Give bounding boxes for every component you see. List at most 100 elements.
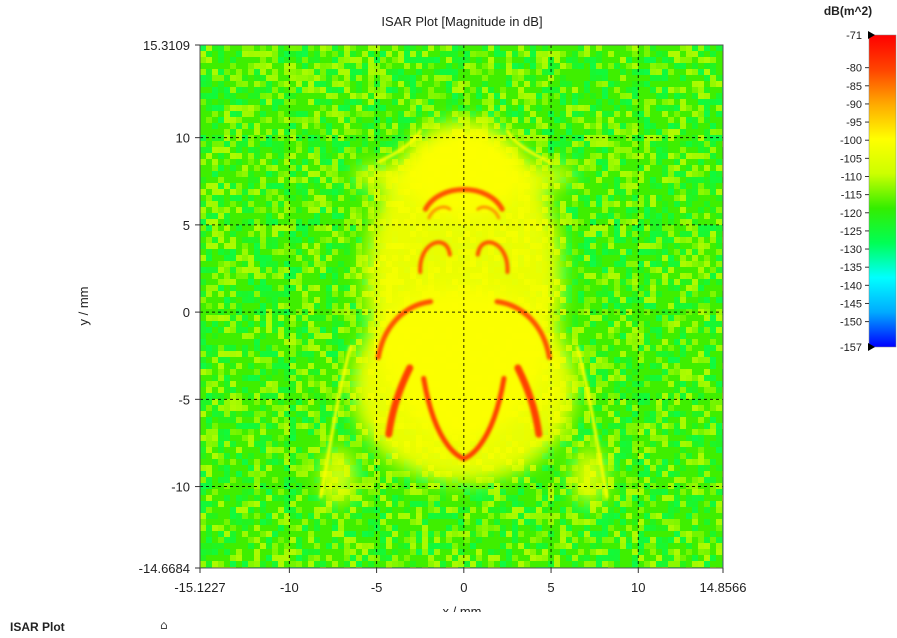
noise-cell bbox=[500, 87, 506, 93]
noise-cell bbox=[590, 111, 596, 117]
noise-cell bbox=[206, 99, 212, 105]
noise-cell bbox=[230, 93, 236, 99]
noise-cell bbox=[668, 441, 674, 447]
noise-cell bbox=[620, 363, 626, 369]
noise-cell bbox=[242, 123, 248, 129]
noise-cell bbox=[584, 501, 590, 507]
noise-cell bbox=[302, 177, 308, 183]
noise-cell bbox=[650, 75, 656, 81]
noise-cell bbox=[254, 471, 260, 477]
noise-cell bbox=[422, 45, 428, 51]
noise-cell bbox=[344, 555, 350, 561]
noise-cell bbox=[404, 81, 410, 87]
noise-cell bbox=[308, 549, 314, 555]
noise-cell bbox=[614, 459, 620, 465]
noise-cell bbox=[386, 525, 392, 531]
noise-cell bbox=[596, 357, 602, 363]
noise-cell bbox=[266, 141, 272, 147]
noise-cell bbox=[278, 183, 284, 189]
noise-cell bbox=[326, 177, 332, 183]
noise-cell bbox=[200, 213, 206, 219]
noise-cell bbox=[284, 333, 290, 339]
noise-cell bbox=[326, 45, 332, 51]
noise-cell bbox=[458, 549, 464, 555]
noise-cell bbox=[272, 231, 278, 237]
noise-cell bbox=[584, 411, 590, 417]
noise-cell bbox=[350, 93, 356, 99]
noise-cell bbox=[242, 243, 248, 249]
noise-cell bbox=[260, 225, 266, 231]
noise-cell bbox=[278, 87, 284, 93]
noise-cell bbox=[254, 105, 260, 111]
noise-cell bbox=[578, 387, 584, 393]
noise-cell bbox=[698, 537, 704, 543]
noise-cell bbox=[674, 369, 680, 375]
noise-cell bbox=[644, 237, 650, 243]
noise-cell bbox=[608, 219, 614, 225]
noise-cell bbox=[602, 519, 608, 525]
noise-cell bbox=[212, 561, 218, 567]
noise-cell bbox=[512, 477, 518, 483]
noise-cell bbox=[272, 513, 278, 519]
noise-cell bbox=[488, 111, 494, 117]
noise-cell bbox=[320, 423, 326, 429]
noise-cell bbox=[662, 537, 668, 543]
y-tick-label: 5 bbox=[183, 218, 190, 233]
noise-cell bbox=[290, 195, 296, 201]
noise-cell bbox=[590, 63, 596, 69]
noise-cell bbox=[266, 291, 272, 297]
noise-cell bbox=[302, 555, 308, 561]
noise-cell bbox=[230, 555, 236, 561]
noise-cell bbox=[506, 69, 512, 75]
noise-cell bbox=[230, 279, 236, 285]
noise-cell bbox=[332, 333, 338, 339]
noise-cell bbox=[674, 297, 680, 303]
noise-cell bbox=[626, 405, 632, 411]
noise-cell bbox=[314, 423, 320, 429]
noise-cell bbox=[650, 261, 656, 267]
noise-cell bbox=[218, 51, 224, 57]
noise-cell bbox=[260, 417, 266, 423]
noise-cell bbox=[290, 417, 296, 423]
noise-cell bbox=[656, 75, 662, 81]
noise-cell bbox=[650, 99, 656, 105]
noise-cell bbox=[590, 249, 596, 255]
noise-cell bbox=[626, 357, 632, 363]
noise-cell bbox=[584, 561, 590, 567]
noise-cell bbox=[266, 297, 272, 303]
noise-cell bbox=[530, 111, 536, 117]
noise-cell bbox=[494, 489, 500, 495]
noise-cell bbox=[590, 57, 596, 63]
noise-cell bbox=[326, 99, 332, 105]
noise-cell bbox=[566, 507, 572, 513]
noise-cell bbox=[224, 219, 230, 225]
noise-cell bbox=[224, 243, 230, 249]
noise-cell bbox=[536, 123, 542, 129]
noise-cell bbox=[260, 429, 266, 435]
noise-cell bbox=[530, 117, 536, 123]
collapse-icon[interactable]: ⌂ bbox=[160, 618, 168, 632]
noise-cell bbox=[278, 225, 284, 231]
noise-cell bbox=[242, 477, 248, 483]
noise-cell bbox=[314, 243, 320, 249]
noise-cell bbox=[638, 423, 644, 429]
noise-cell bbox=[458, 555, 464, 561]
noise-cell bbox=[656, 279, 662, 285]
noise-cell bbox=[626, 417, 632, 423]
noise-cell bbox=[620, 351, 626, 357]
noise-cell bbox=[680, 63, 686, 69]
noise-cell bbox=[344, 537, 350, 543]
noise-cell bbox=[602, 357, 608, 363]
noise-cell bbox=[278, 495, 284, 501]
noise-cell bbox=[560, 219, 566, 225]
noise-cell bbox=[296, 525, 302, 531]
noise-cell bbox=[572, 513, 578, 519]
noise-cell bbox=[434, 513, 440, 519]
noise-cell bbox=[698, 531, 704, 537]
noise-cell bbox=[596, 405, 602, 411]
noise-cell bbox=[314, 543, 320, 549]
noise-cell bbox=[314, 333, 320, 339]
noise-cell bbox=[254, 369, 260, 375]
noise-cell bbox=[668, 261, 674, 267]
noise-cell bbox=[656, 219, 662, 225]
